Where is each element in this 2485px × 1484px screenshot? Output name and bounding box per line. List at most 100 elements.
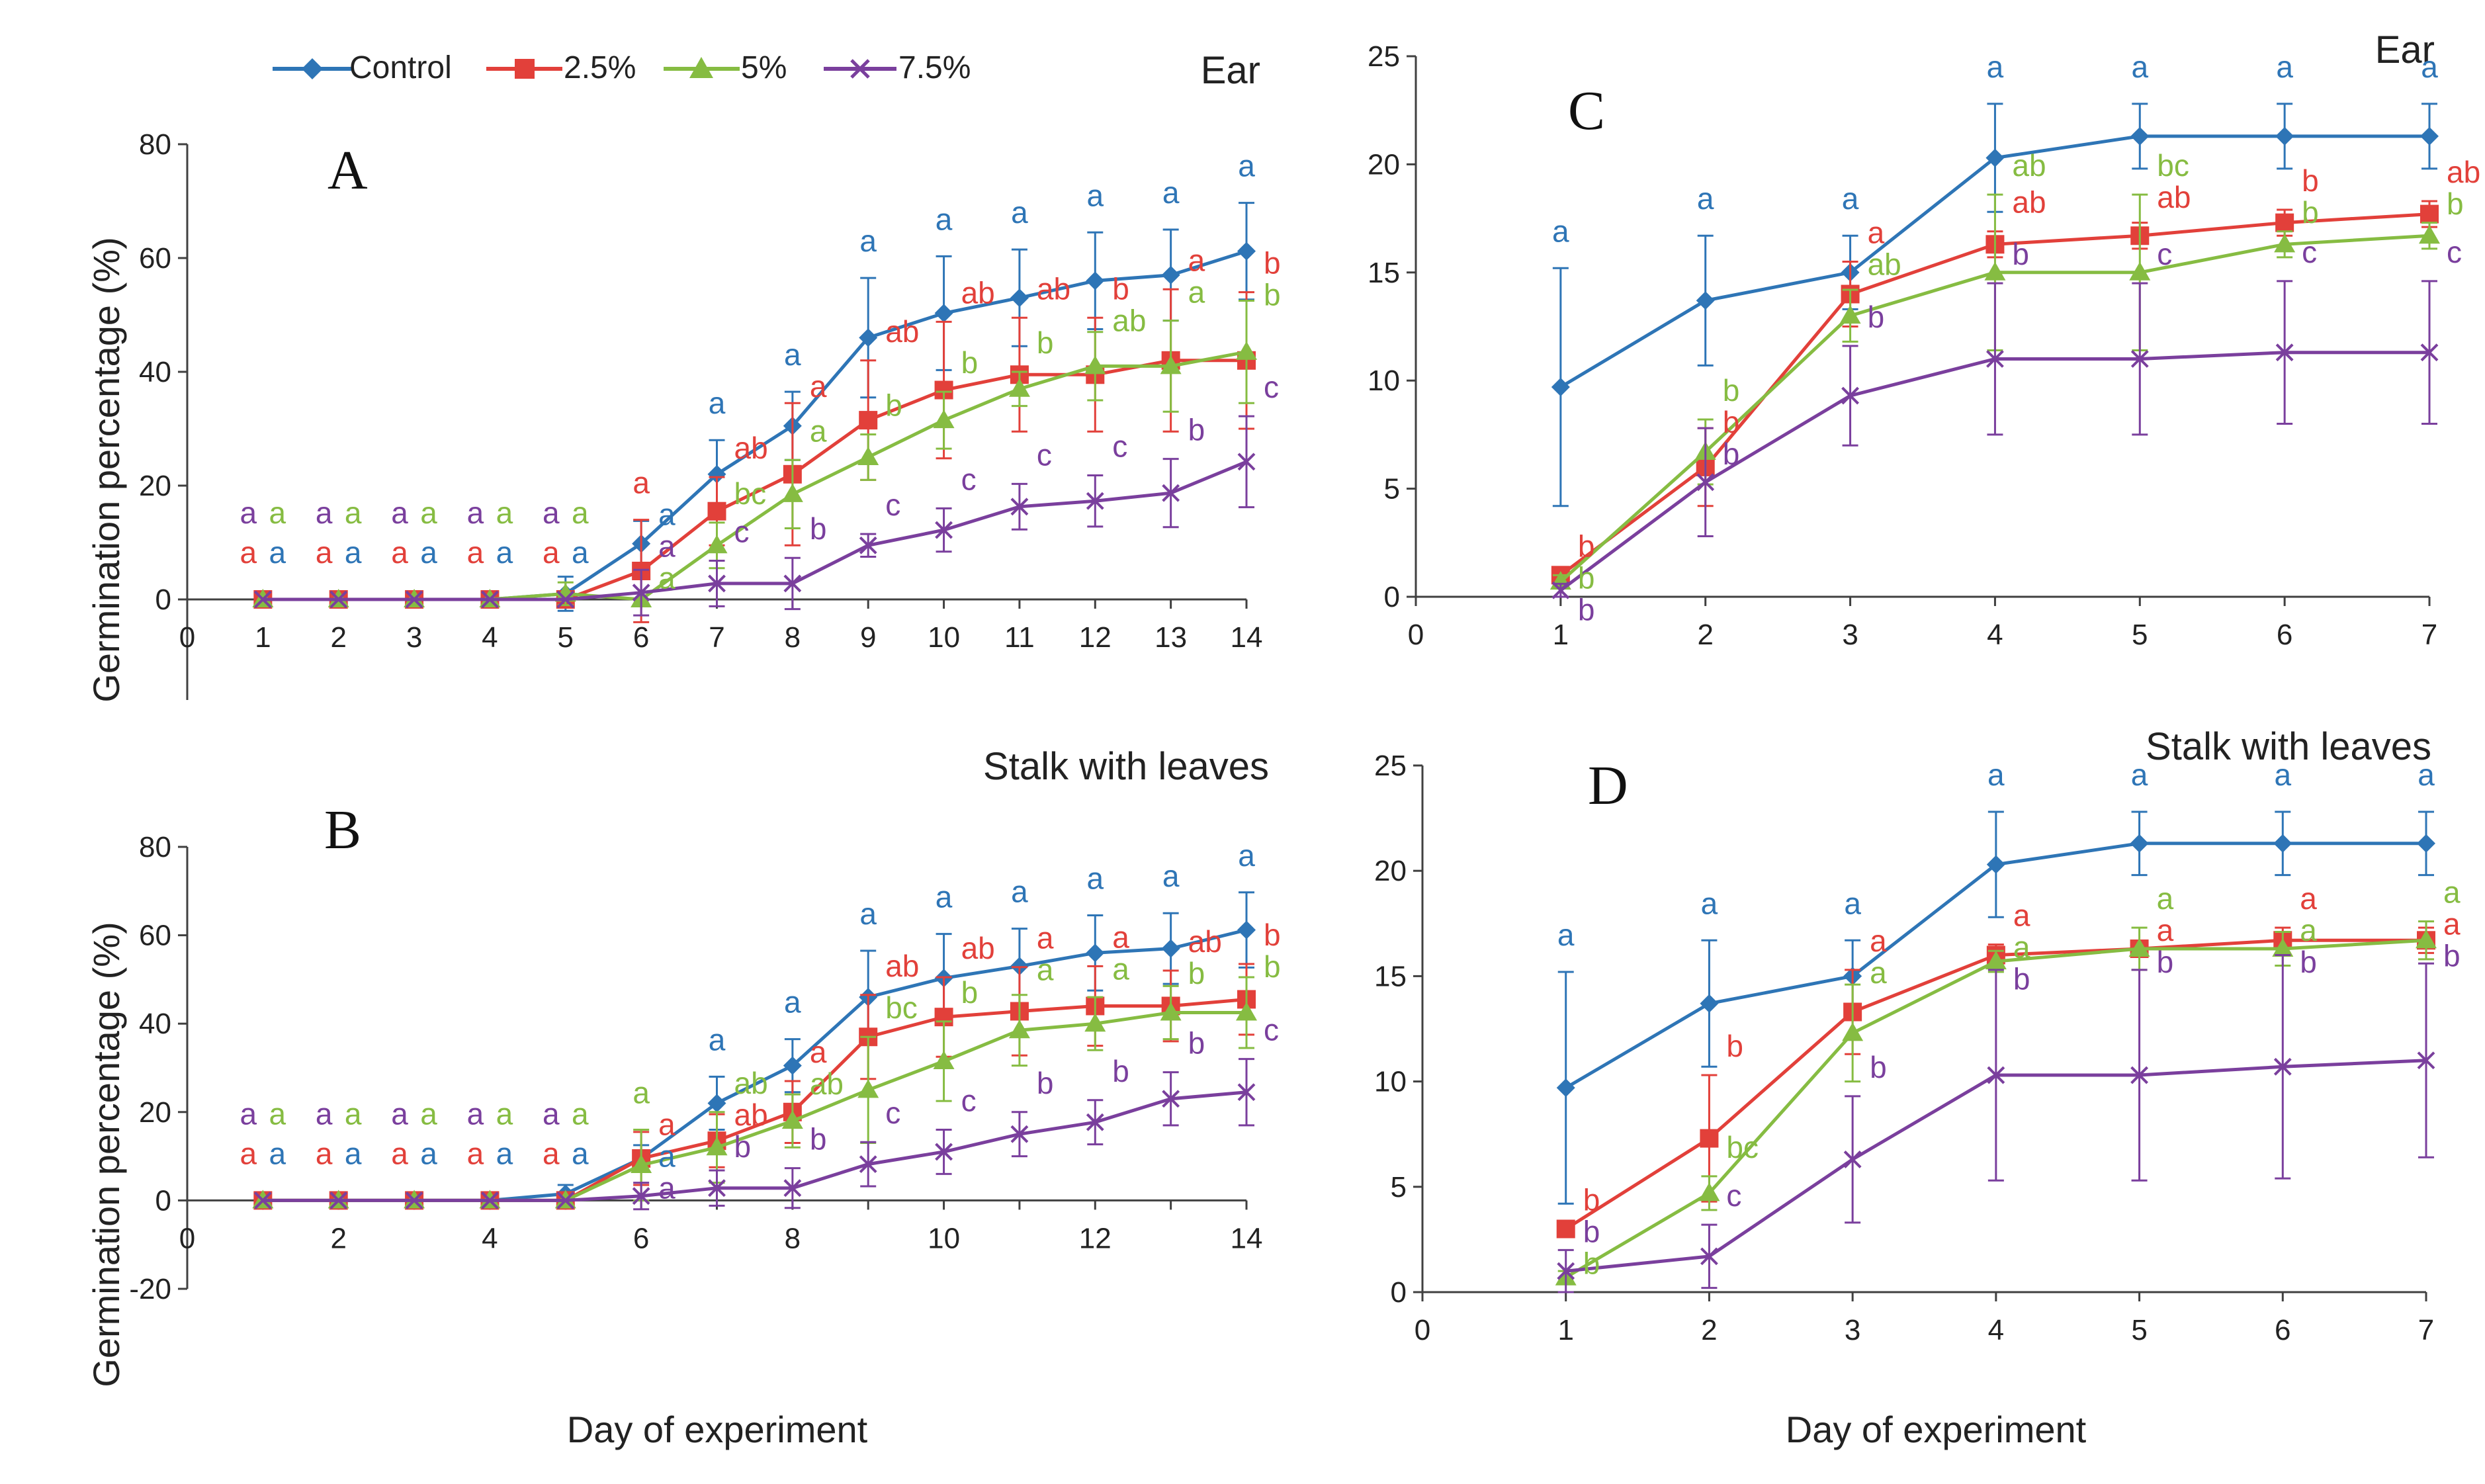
sig-letter-5: a [1188, 275, 1205, 309]
data-point-5 [1842, 1022, 1864, 1041]
x-tick-label-panel-b: 6 [633, 1222, 649, 1254]
data-point-5 [1008, 378, 1030, 397]
sig-letter-5: a [572, 496, 589, 530]
data-point-7-5 [859, 536, 877, 554]
y-tick-label-panel-b: 20 [139, 1096, 171, 1129]
sig-letter-control: a [345, 1136, 362, 1170]
sig-letter-7-5: a [391, 1096, 408, 1131]
x-tick-label-panel-c: 0 [1408, 619, 1424, 651]
data-point-control [1556, 1078, 1575, 1098]
x-tick-label-panel-d: 5 [2131, 1314, 2147, 1346]
sig-letter-control: a [1557, 918, 1575, 952]
y-tick-label-panel-a: 0 [155, 584, 171, 616]
x-tick-label-panel-d: 2 [1701, 1314, 1717, 1346]
data-point-control [1161, 265, 1180, 284]
y-tick-label-panel-a: 20 [139, 470, 171, 502]
sig-letter-control: a [1552, 214, 1569, 248]
data-point-7-5 [1162, 484, 1180, 502]
data-point-x-stroke [405, 1191, 423, 1209]
sig-letter-control: a [784, 985, 801, 1020]
data-point-control [2273, 834, 2292, 853]
sig-letter-control: a [1987, 758, 2005, 792]
panel-letter-b: B [324, 799, 361, 861]
sig-letter-7-5: c [885, 488, 900, 522]
sig-letter-5: ab [1868, 247, 1901, 281]
sig-letter-control: a [709, 386, 726, 420]
sig-letter-2-5: a [2443, 907, 2461, 941]
sig-letter-control: a [2131, 50, 2148, 84]
y-tick-label-panel-a: 40 [139, 356, 171, 388]
sig-letter-7-5: c [1264, 1013, 1279, 1047]
xlabel-panel-d: Day of experiment [1786, 1409, 2087, 1450]
x-tick-label-panel-a: 10 [928, 621, 960, 654]
x-tick-label-panel-b: 8 [785, 1222, 801, 1254]
sig-letter-control: a [1086, 178, 1104, 212]
x-tick-label-panel-d: 7 [2418, 1314, 2434, 1346]
data-point-5 [2416, 930, 2437, 949]
data-point-7-5 [329, 1191, 348, 1209]
data-point-x-stroke [1237, 1083, 1256, 1102]
sig-letter-5: a [345, 496, 362, 530]
data-point-7-5 [1086, 492, 1104, 510]
sig-letter-control: a [1011, 875, 1028, 909]
data-point-2-5 [859, 411, 878, 430]
series-7-5-panel-d [1557, 954, 2435, 1293]
panel-letter-c: C [1568, 80, 1605, 142]
data-point-5 [781, 1110, 803, 1129]
sig-letter-5: a [496, 496, 513, 530]
y-tick-label-panel-c: 20 [1368, 148, 1400, 181]
sig-letter-2-5: ab [1188, 924, 1222, 959]
x-tick-label-panel-c: 6 [2277, 619, 2292, 651]
x-tick-label-panel-b: 4 [482, 1222, 498, 1254]
data-point-x-stroke [1557, 1262, 1575, 1280]
sig-letter-2-5: b [1726, 1029, 1743, 1063]
data-point-2-5 [2420, 204, 2439, 224]
sig-letter-5: a [658, 561, 676, 595]
sig-letter-5: a [269, 496, 286, 530]
data-point-7-5 [2420, 343, 2439, 362]
sig-letter-7-5: a [316, 1096, 333, 1131]
data-point-x-stroke [1700, 1247, 1718, 1266]
sig-letter-7-5: a [543, 496, 560, 530]
sig-letter-5: b [1188, 956, 1205, 990]
x-tick-label-panel-c: 2 [1697, 619, 1713, 651]
sig-letter-5: a [572, 1096, 589, 1131]
data-point-control [1237, 241, 1256, 261]
panel-letter-d: D [1588, 755, 1628, 816]
data-point-x-stroke [1010, 1125, 1029, 1143]
sig-letter-control: a [658, 1139, 676, 1174]
x-tick-label-panel-d: 1 [1557, 1314, 1573, 1346]
sig-letter-7-5: b [2300, 945, 2317, 979]
data-point-7-5 [859, 1155, 877, 1174]
y-tick-label-panel-d: 20 [1374, 855, 1407, 887]
data-point-control [1086, 943, 1105, 963]
data-point-x-stroke [1010, 498, 1029, 516]
sig-letter-2-5: ab [885, 949, 919, 983]
sig-letter-7-5: c [961, 462, 977, 496]
sig-letter-control: a [859, 896, 877, 931]
data-point-x-stroke [1551, 581, 1570, 599]
data-point-x-stroke [783, 1179, 802, 1198]
data-point-x-stroke [1086, 1113, 1104, 1131]
sig-letter-5: ab [2012, 148, 2046, 183]
y-tick-label-panel-d: 0 [1391, 1276, 1407, 1309]
panel-letter-a: A [327, 140, 368, 201]
sig-letter-7-5: b [1870, 1050, 1887, 1084]
data-point-x-stroke [253, 1191, 272, 1209]
data-point-x-stroke [632, 1187, 650, 1205]
sig-letter-control: a [2421, 50, 2438, 84]
y-tick-label-panel-a: 80 [139, 128, 171, 161]
legend-marker-2-5-icon [515, 59, 535, 79]
data-point-control [1161, 939, 1180, 958]
data-point-7-5 [481, 1191, 499, 1209]
sig-letter-control: a [496, 1136, 513, 1170]
sig-letter-2-5: a [1112, 920, 1129, 954]
sig-letter-control: a [936, 202, 953, 236]
sig-letter-2-5: b [2302, 163, 2319, 198]
data-point-7-5 [2417, 1051, 2435, 1070]
sig-letter-5: a [1037, 953, 1054, 987]
data-point-5 [2129, 261, 2151, 281]
legend-label-control: Control [349, 50, 452, 85]
sig-letter-2-5: ab [2157, 180, 2191, 214]
